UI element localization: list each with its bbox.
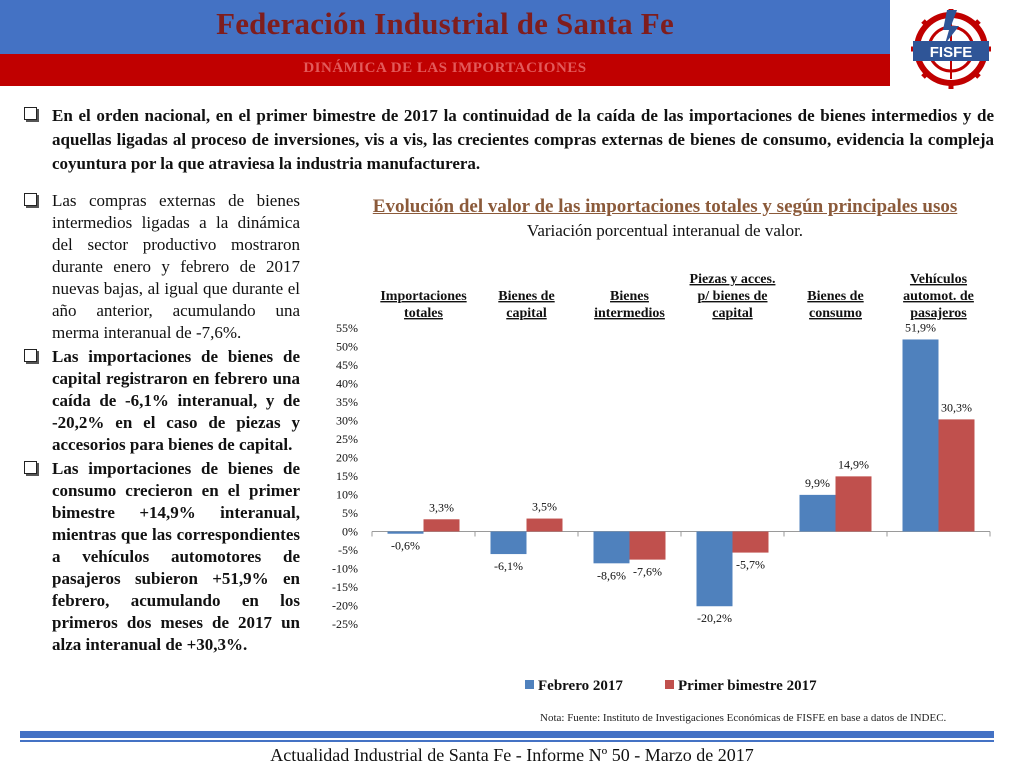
side-bullet-text: Las importaciones de bienes de capital r… bbox=[52, 347, 300, 454]
side-bullets: Las compras externas de bienes intermedi… bbox=[24, 190, 300, 658]
category-label: Vehículos automot. de pasajeros bbox=[903, 272, 974, 321]
data-label: 51,9% bbox=[905, 320, 936, 334]
bar bbox=[593, 531, 630, 564]
footer-rule bbox=[20, 731, 994, 738]
y-tick-label: 15% bbox=[336, 469, 358, 483]
footer-rule-thin bbox=[20, 740, 994, 742]
bar bbox=[799, 494, 836, 532]
data-label: 14,9% bbox=[838, 457, 869, 471]
data-label: -5,7% bbox=[736, 558, 765, 572]
y-tick-label: 35% bbox=[336, 395, 358, 409]
bar bbox=[902, 339, 939, 532]
bar bbox=[387, 531, 424, 534]
y-tick-label: -5% bbox=[338, 543, 358, 557]
y-tick-label: 10% bbox=[336, 488, 358, 502]
data-label: -7,6% bbox=[633, 565, 662, 579]
header-bar bbox=[0, 0, 890, 54]
checkbox-bullet-icon bbox=[24, 461, 42, 474]
data-label: 30,3% bbox=[941, 400, 972, 414]
footer-text: Actualidad Industrial de Santa Fe - Info… bbox=[270, 745, 754, 765]
bar bbox=[696, 531, 733, 607]
bar bbox=[732, 531, 769, 553]
side-bullet-item: Las compras externas de bienes intermedi… bbox=[24, 190, 300, 344]
y-tick-label: 50% bbox=[336, 340, 358, 354]
bar bbox=[490, 531, 527, 555]
y-tick-label: 0% bbox=[342, 525, 358, 539]
category-label: Bienes de consumo bbox=[807, 289, 863, 321]
y-tick-label: -25% bbox=[332, 617, 358, 631]
section-subtitle: DINÁMICA DE LAS IMPORTACIONES bbox=[303, 60, 587, 76]
y-tick-label: -15% bbox=[332, 580, 358, 594]
data-label: 9,9% bbox=[805, 476, 830, 490]
chart-subtitle: Variación porcentual interanual de valor… bbox=[526, 221, 804, 240]
legend-label: Primer bimestre 2017 bbox=[678, 678, 817, 694]
side-bullet-text: Las compras externas de bienes intermedi… bbox=[52, 191, 300, 342]
bar bbox=[629, 531, 666, 560]
bar bbox=[835, 476, 872, 532]
checkbox-bullet-icon bbox=[24, 349, 42, 362]
chart-title: Evolución del valor de las importaciones… bbox=[372, 196, 958, 217]
y-tick-label: 25% bbox=[336, 432, 358, 446]
checkbox-bullet-icon bbox=[24, 193, 42, 206]
data-label: -0,6% bbox=[391, 539, 420, 553]
legend-label: Febrero 2017 bbox=[538, 678, 623, 694]
data-label: -8,6% bbox=[597, 568, 626, 582]
bar bbox=[526, 518, 563, 532]
category-label: Bienes de capital bbox=[498, 289, 554, 321]
data-label: -20,2% bbox=[697, 611, 732, 625]
y-tick-label: 45% bbox=[336, 358, 358, 372]
checkbox-bullet-icon bbox=[24, 107, 42, 120]
y-tick-label: 55% bbox=[336, 321, 358, 335]
intro-paragraph: En el orden nacional, en el primer bimes… bbox=[24, 104, 994, 176]
fisfe-logo: FISFE bbox=[911, 9, 991, 89]
side-bullet-item: Las importaciones de bienes de capital r… bbox=[24, 346, 300, 456]
y-tick-label: -10% bbox=[332, 562, 358, 576]
legend-swatch bbox=[665, 680, 674, 689]
side-bullet-text: Las importaciones de bienes de consumo c… bbox=[52, 459, 300, 654]
category-label: Importaciones totales bbox=[380, 289, 467, 321]
y-tick-label: 5% bbox=[342, 506, 358, 520]
data-label: 3,3% bbox=[429, 500, 454, 514]
intro-text: En el orden nacional, en el primer bimes… bbox=[52, 106, 994, 173]
page-title: Federación Industrial de Santa Fe bbox=[216, 6, 674, 41]
data-label: -6,1% bbox=[494, 559, 523, 573]
legend-swatch bbox=[525, 680, 534, 689]
bar bbox=[423, 519, 460, 532]
bar bbox=[938, 419, 975, 532]
side-bullet-item: Las importaciones de bienes de consumo c… bbox=[24, 458, 300, 656]
logo-text: FISFE bbox=[930, 44, 973, 61]
data-label: 3,5% bbox=[532, 500, 557, 514]
category-label: Bienes intermedios bbox=[594, 289, 665, 321]
y-tick-label: 40% bbox=[336, 377, 358, 391]
y-tick-label: 30% bbox=[336, 414, 358, 428]
source-note: Nota: Fuente: Instituto de Investigacion… bbox=[540, 712, 947, 724]
y-tick-label: -20% bbox=[332, 599, 358, 613]
category-label: Piezas y acces. p/ bienes de capital bbox=[690, 272, 776, 321]
y-tick-label: 20% bbox=[336, 451, 358, 465]
bar-chart: -25% -20% -15% -10% -5% 0% 5% 10% 15% 20% 25% 30% 35… bbox=[332, 272, 991, 694]
subheader-bar bbox=[0, 54, 890, 86]
